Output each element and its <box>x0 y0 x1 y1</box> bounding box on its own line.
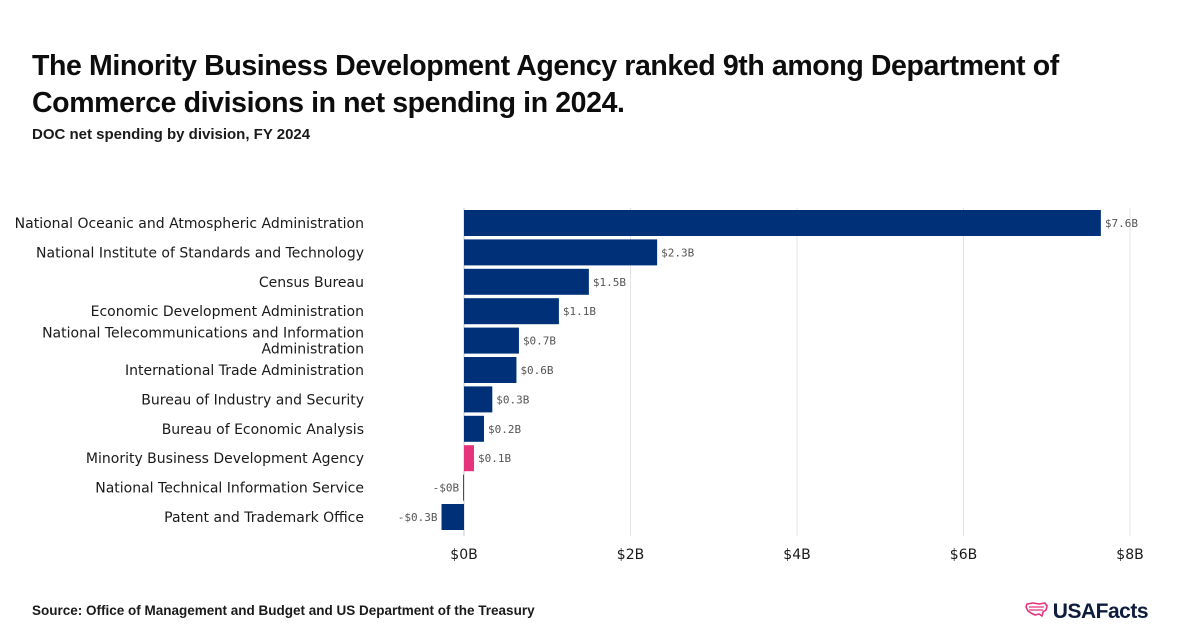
x-axis-ticks: $0B $2B $4B $6B $8B <box>450 547 1143 563</box>
bar <box>464 210 1101 236</box>
source-note: Source: Office of Management and Budget … <box>32 603 535 618</box>
x-tick-label: $0B <box>450 547 477 563</box>
bar-chart: National Oceanic and Atmospheric Adminis… <box>15 208 1144 563</box>
value-label: $0.2B <box>488 423 521 436</box>
value-label: $1.5B <box>593 276 626 289</box>
category-label: National Oceanic and Atmospheric Adminis… <box>15 216 364 232</box>
category-label: Census Bureau <box>259 275 364 291</box>
value-label: $0.7B <box>523 335 556 348</box>
category-label: Minority Business Development Agency <box>86 451 364 467</box>
bar <box>464 386 493 413</box>
bar <box>464 327 519 354</box>
x-tick-label: $6B <box>950 547 977 563</box>
x-tick-label: $8B <box>1116 547 1143 563</box>
category-label: Administration <box>262 342 364 358</box>
chart-subtitle: DOC net spending by division, FY 2024 <box>32 126 311 143</box>
category-label: International Trade Administration <box>125 363 364 379</box>
category-label: National Technical Information Service <box>95 481 364 497</box>
bar <box>464 445 474 472</box>
category-label: Bureau of Industry and Security <box>141 392 364 408</box>
category-label: Bureau of Economic Analysis <box>162 422 364 438</box>
x-tick-label: $2B <box>617 547 644 563</box>
value-label: $0.3B <box>496 393 529 406</box>
bar <box>464 268 589 295</box>
bar <box>464 415 484 442</box>
bar <box>464 298 559 325</box>
category-label: National Institute of Standards and Tech… <box>36 245 364 261</box>
value-label: $7.6B <box>1105 217 1138 230</box>
category-label: Patent and Trademark Office <box>164 510 364 526</box>
category-label: National Telecommunications and Informat… <box>42 326 364 342</box>
usa-map-icon <box>1024 601 1049 624</box>
category-labels: National Oceanic and Atmospheric Adminis… <box>15 216 364 526</box>
chart-title: The Minority Business Development Agency… <box>32 50 1059 119</box>
x-tick-label: $4B <box>783 547 810 563</box>
value-label: $1.1B <box>563 305 596 318</box>
bar <box>441 504 464 530</box>
bar <box>464 357 517 383</box>
bars <box>441 210 1101 530</box>
value-label: -$0B <box>433 482 460 495</box>
value-label: -$0.3B <box>398 511 438 524</box>
usafacts-logo[interactable]: USAFacts <box>1024 600 1149 624</box>
logo-text: USAFacts <box>1052 600 1149 623</box>
value-label: $0.6B <box>520 364 553 377</box>
category-label: Economic Development Administration <box>91 304 364 320</box>
value-labels: $7.6B $2.3B $1.5B $1.1B $0.7B $0.6B $0.3B $0.2B… <box>398 217 1139 524</box>
value-label: $2.3B <box>661 246 694 259</box>
bar <box>464 239 658 266</box>
bar <box>463 474 464 501</box>
value-label: $0.1B <box>478 452 511 465</box>
